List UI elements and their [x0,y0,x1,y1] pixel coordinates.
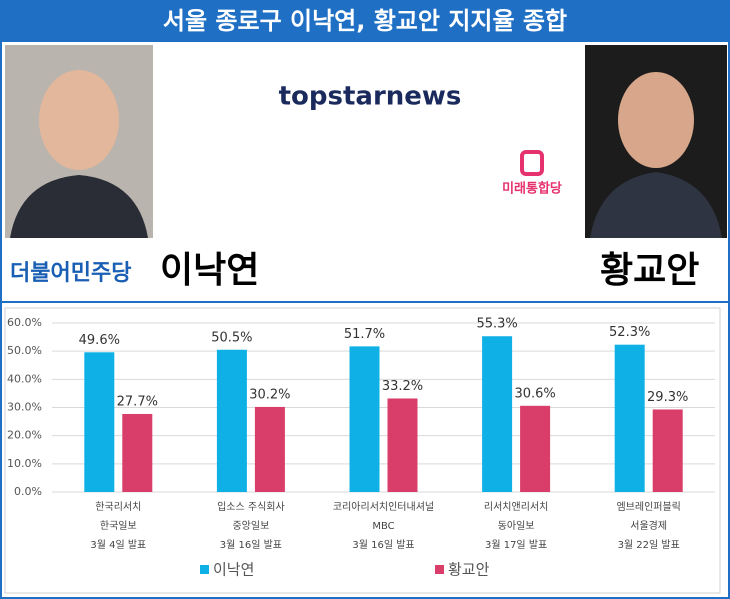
value-label: 27.7% [117,394,158,409]
value-label: 49.6% [79,333,120,348]
y-tick-label: 50.0% [7,344,42,357]
x-tick-label: 코리아리서치인터내셔널 [333,501,434,513]
title: 서울 종로구 이낙연, 황교안 지지율 종합 [163,7,567,35]
legend-label: 황교안 [448,561,490,579]
bar [122,413,153,492]
x-tick-label: 입소스 주식회사 [217,500,285,513]
x-tick-label: 한국일보 [100,520,137,532]
chart-box [4,307,721,594]
bar [652,409,683,492]
x-tick-label: 중앙일보 [232,520,269,532]
x-tick-label: MBC [372,521,394,532]
bar [614,344,645,492]
legend-swatch [200,565,209,574]
y-tick-label: 10.0% [7,457,42,470]
bar [216,349,247,492]
y-tick-label: 40.0% [7,372,42,385]
x-tick-label: 서울경제 [630,519,667,532]
x-tick-label: 3월 17일 발표 [485,539,547,551]
left-name: 이낙연 [160,250,259,291]
x-tick-label: 3월 4일 발표 [90,539,146,551]
logo: topstarnews [279,82,462,112]
x-tick-label: 동아일보 [498,520,535,532]
party-icon [520,150,544,176]
left-party: 더불어민주당 [10,261,131,286]
bar [387,398,418,492]
bar [520,405,551,492]
y-tick-label: 0.0% [14,485,42,498]
x-tick-label: 한국리서치 [95,501,141,513]
value-label: 50.5% [211,330,252,345]
right-name: 황교안 [600,250,699,291]
y-tick-label: 20.0% [7,429,42,442]
y-tick-label: 60.0% [7,316,42,329]
x-tick-label: 3월 16일 발표 [352,539,414,551]
left-face [39,70,119,170]
x-tick-label: 3월 22일 발표 [618,539,680,551]
value-label: 30.6% [514,386,555,401]
bar [254,406,285,492]
left-suit [10,175,148,238]
x-tick-label: 리서치앤리서치 [484,501,548,513]
y-tick-label: 30.0% [7,401,42,414]
value-label: 30.2% [249,387,290,402]
bar [349,346,380,492]
x-tick-label: 3월 16일 발표 [220,539,282,551]
legend-label: 이낙연 [213,561,254,579]
right-suit [590,172,722,238]
value-label: 55.3% [476,317,517,332]
title-bar [0,0,730,42]
right-party: 미래통합당 [502,181,562,197]
bar [84,352,115,492]
value-label: 29.3% [647,390,688,405]
value-label: 52.3% [609,325,650,340]
value-label: 51.7% [344,327,385,342]
bar [482,336,513,492]
right-face [618,72,694,168]
value-label: 33.2% [382,379,423,394]
x-tick-label: 엠브레인퍼블릭 [616,501,680,513]
legend-swatch [435,565,444,574]
